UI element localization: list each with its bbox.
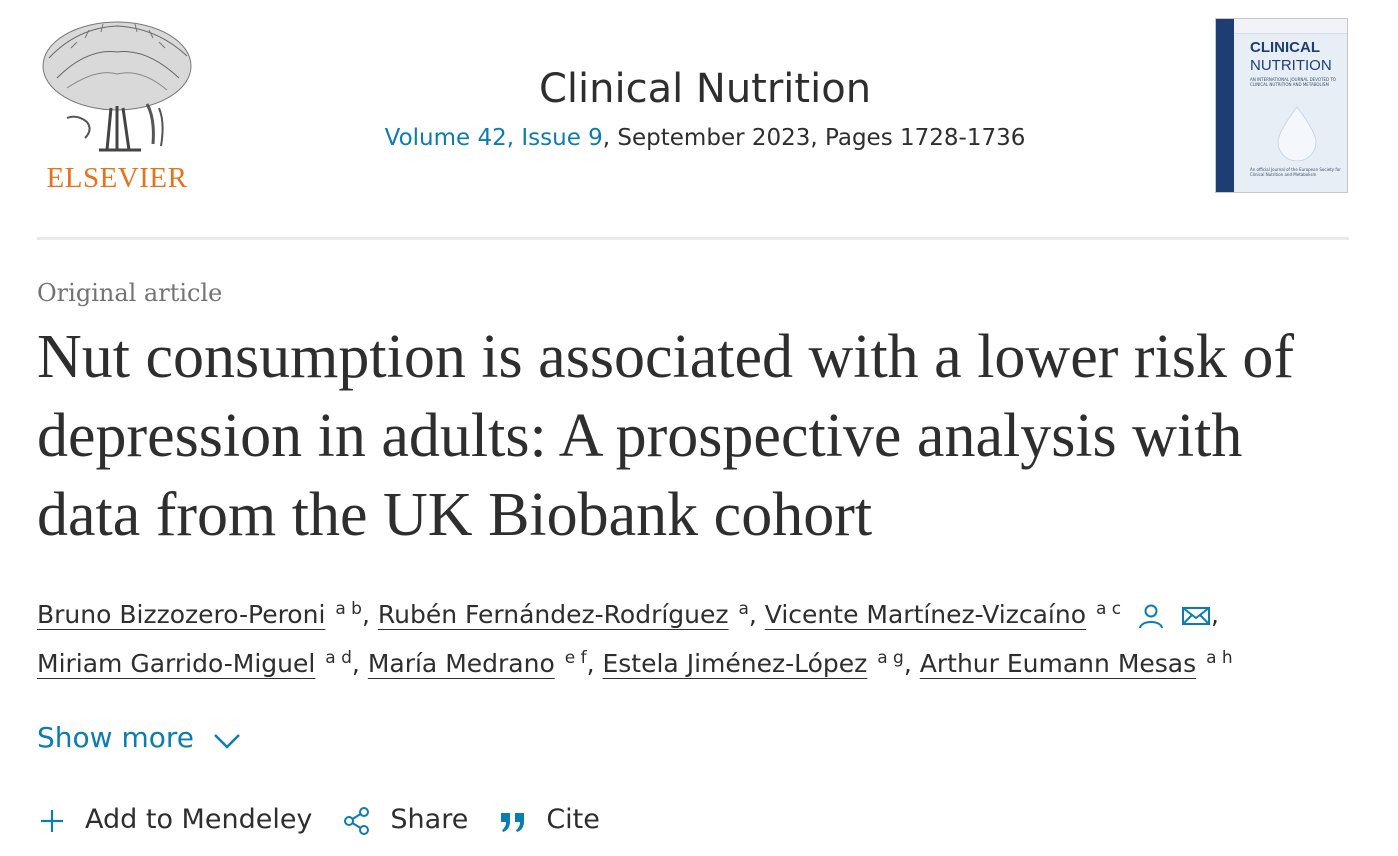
author-affiliation[interactable]: a c <box>1095 598 1122 619</box>
show-more-label: Show more <box>37 721 194 754</box>
author-list: Bruno Bizzozero-Peroni a b, Rubén Fernán… <box>37 590 1357 688</box>
article-actions: Add to Mendeley Share Cite <box>37 800 630 840</box>
author-name-link[interactable]: Miriam Garrido-Miguel <box>37 649 316 678</box>
plus-icon <box>41 810 63 832</box>
author-item: Estela Jiménez-López a g, <box>602 649 919 678</box>
header-divider <box>37 237 1349 240</box>
cover-title-line2: NUTRITION <box>1250 57 1332 74</box>
person-icon[interactable] <box>1137 602 1165 630</box>
chevron-down-icon <box>214 734 240 749</box>
author-item: Arthur Eumann Mesas a h <box>920 649 1233 678</box>
author-item: Miriam Garrido-Miguel a d, <box>37 649 368 678</box>
elsevier-logo[interactable]: ELSEVIER <box>37 18 197 196</box>
author-name-link[interactable]: María Medrano <box>367 649 555 678</box>
author-separator: , <box>1211 600 1219 629</box>
elsevier-wordmark: ELSEVIER <box>46 162 188 194</box>
author-name-link[interactable]: Rubén Fernández-Rodríguez <box>377 600 729 629</box>
add-to-mendeley-label: Add to Mendeley <box>85 804 313 835</box>
cover-stripe <box>1216 19 1234 192</box>
volume-issue-link[interactable]: Volume 42, Issue 9 <box>384 125 603 151</box>
cover-drop-icon <box>1277 106 1317 161</box>
author-separator: , <box>351 649 368 678</box>
author-affiliation[interactable]: a <box>738 598 749 619</box>
journal-title-link[interactable]: Clinical Nutrition <box>538 66 872 112</box>
author-affiliation[interactable]: a h <box>1206 647 1233 668</box>
author-item: María Medrano e f, <box>368 649 603 678</box>
share-button[interactable]: Share <box>342 800 468 840</box>
add-to-mendeley-button[interactable]: Add to Mendeley <box>37 800 312 840</box>
author-affiliation[interactable]: a d <box>325 647 352 668</box>
article-header: ELSEVIER Clinical Nutrition Volume 42, I… <box>0 0 1398 240</box>
author-item: Vicente Martínez-Vizcaíno a c , <box>765 600 1219 629</box>
issue-date-pages: , September 2023, Pages 1728-1736 <box>602 125 1026 151</box>
author-separator: , <box>903 649 920 678</box>
article-title: Nut consumption is associated with a low… <box>37 323 1295 549</box>
cover-title-line1: CLINICAL <box>1250 39 1320 56</box>
elsevier-tree-icon <box>42 21 192 152</box>
author-item: Bruno Bizzozero-Peroni a b, <box>37 600 378 629</box>
author-name-link[interactable]: Vicente Martínez-Vizcaíno <box>764 600 1086 629</box>
cover-subtitle: AN INTERNATIONAL JOURNAL DEVOTED TO CLIN… <box>1250 77 1336 87</box>
author-affiliation[interactable]: a g <box>877 647 904 668</box>
author-name-link[interactable]: Arthur Eumann Mesas <box>919 649 1197 678</box>
author-separator: , <box>748 600 765 629</box>
author-name-link[interactable]: Bruno Bizzozero-Peroni <box>37 600 326 629</box>
author-separator: , <box>586 649 603 678</box>
mail-icon[interactable] <box>1181 604 1211 628</box>
cover-topbar <box>1234 19 1347 34</box>
show-more-button[interactable]: Show more <box>37 718 242 758</box>
author-affiliation[interactable]: a b <box>335 598 362 619</box>
share-icon <box>344 807 370 835</box>
article-type: Original article <box>37 279 223 307</box>
journal-issue-meta: Volume 42, Issue 9, September 2023, Page… <box>300 122 1110 154</box>
quote-icon <box>501 813 525 832</box>
author-name-link[interactable]: Estela Jiménez-López <box>602 649 868 678</box>
share-label: Share <box>390 804 469 835</box>
author-affiliation[interactable]: e f <box>564 647 587 668</box>
journal-info: Clinical Nutrition Volume 42, Issue 9, S… <box>300 62 1110 154</box>
cite-button[interactable]: Cite <box>498 800 600 840</box>
journal-cover-image[interactable]: CLINICAL NUTRITION AN INTERNATIONAL JOUR… <box>1215 18 1348 193</box>
author-item: Rubén Fernández-Rodríguez a, <box>378 600 765 629</box>
cite-label: Cite <box>546 804 600 835</box>
author-separator: , <box>361 600 378 629</box>
cover-footer: An official Journal of the European Soci… <box>1250 167 1341 177</box>
